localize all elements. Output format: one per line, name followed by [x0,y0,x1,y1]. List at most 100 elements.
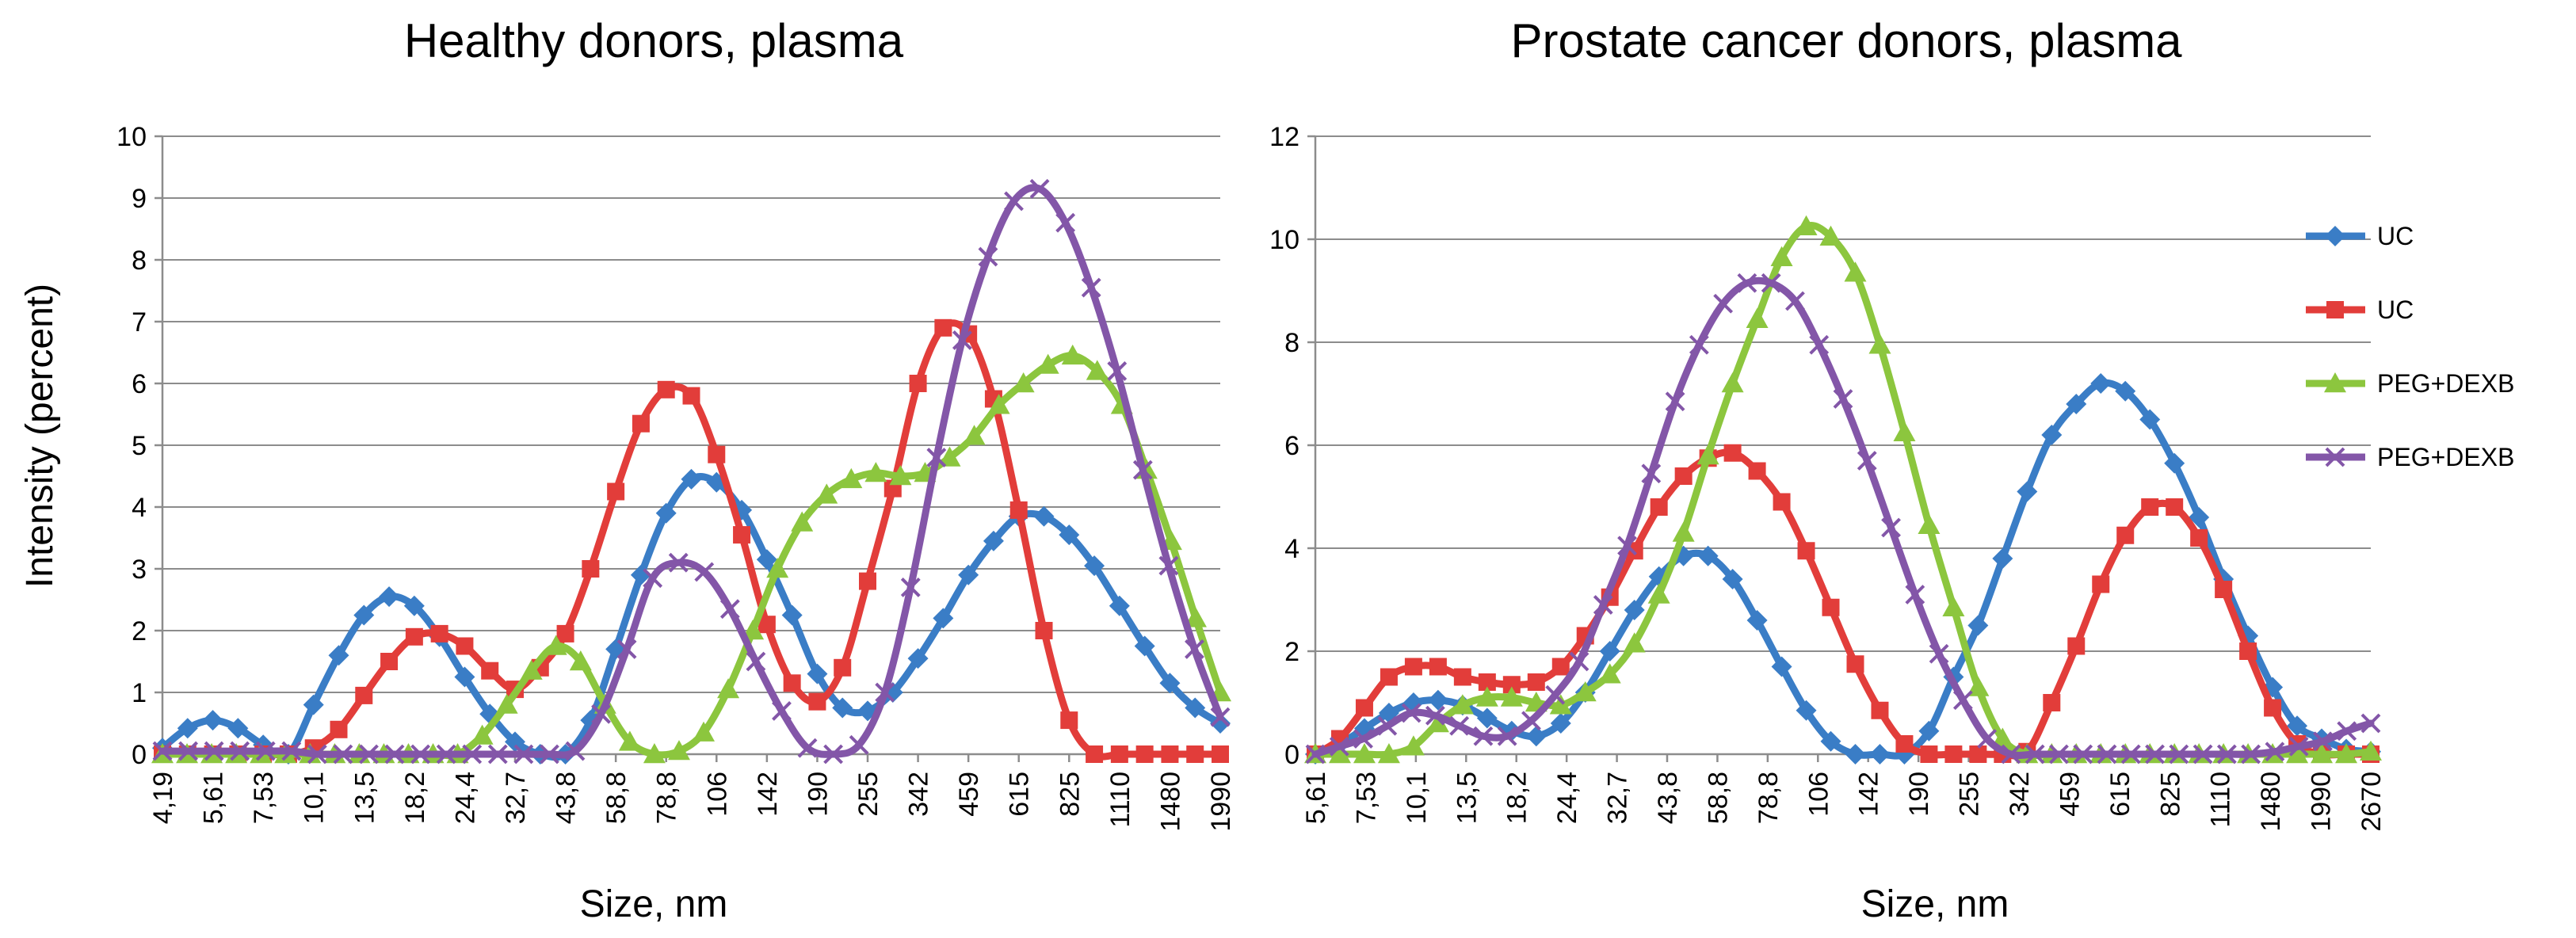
data-point [1329,736,1349,757]
data-point [889,465,912,486]
data-point [1992,548,2013,569]
x-tick-label: 24,4 [1552,772,1582,824]
y-tick-label: 7 [132,307,147,337]
data-point [643,568,663,589]
data-point [1598,663,1621,684]
data-point [1029,178,1050,199]
y-tick-label: 4 [132,493,147,523]
data-point [307,744,327,765]
legend-label: PEG+DEXB [2377,369,2514,398]
x-tick-label: 255 [853,772,883,817]
data-point [454,666,475,688]
data-point [607,482,625,501]
data-point [2116,526,2135,544]
data-point [1380,668,1398,686]
data-point [1084,555,1105,577]
data-point [1748,462,1766,480]
x-tick-label: 18,2 [1502,772,1532,824]
data-point [1009,501,1028,519]
data-point [900,577,921,597]
data-point [864,462,887,482]
data-point [1186,745,1204,763]
data-point [328,645,349,666]
data-point [1500,686,1523,707]
legend-item: PEG+DEXB [2306,369,2514,398]
x-tick-label: 43,8 [551,772,582,824]
data-point [1746,610,1768,631]
data-point [668,552,689,573]
data-point [281,741,302,761]
data-point [1453,668,1471,686]
data-point [1404,658,1422,676]
data-point [255,741,276,761]
data-point [1550,713,1571,734]
data-point [353,604,375,626]
data-point [682,387,700,405]
y-tick-label: 2 [1284,637,1299,667]
data-point [808,692,826,711]
data-point [834,658,852,677]
data-point [1737,273,1757,293]
data-point [1721,372,1744,393]
data-point [694,562,715,582]
x-tick-label: 2670 [2357,772,2387,832]
data-point [756,549,777,570]
data-point [2192,744,2213,765]
data-point [1809,334,1830,355]
data-point [2360,713,2381,734]
y-tick-label: 0 [1284,740,1299,770]
data-point [495,693,518,714]
data-point [1833,389,1853,409]
x-tick-label: 106 [702,772,732,817]
data-point [565,741,586,761]
legend-label: UC [2377,222,2414,250]
data-point [742,620,765,640]
data-point [2141,498,2159,516]
data-point [681,468,702,490]
data-point [487,744,508,765]
data-point [717,678,740,699]
y-tick-label: 9 [132,184,147,214]
data-point [909,375,927,392]
data-point [1868,334,1891,354]
data-point [708,445,726,463]
data-point [1055,212,1076,233]
data-point [1967,615,1989,636]
data-point [797,738,818,758]
data-point [303,694,324,715]
data-point [520,659,543,680]
data-point [152,741,173,761]
data-point [1328,743,1351,764]
data-point [1795,215,1818,235]
data-point [403,595,425,616]
data-point [616,639,637,659]
data-point [178,741,198,761]
data-point [2286,743,2309,764]
data-point [1647,583,1670,604]
x-tick-label: 5,61 [199,772,229,824]
x-tick-label: 615 [1005,772,1035,817]
data-point [1161,745,1179,763]
x-tick-label: 18,2 [400,772,430,824]
x-tick-label: 78,8 [652,772,682,824]
x-tick-label: 142 [1854,772,1884,817]
data-point [1797,542,1815,560]
data-point [933,608,954,629]
data-point [379,586,400,608]
legend-marker [2325,226,2345,246]
y-tick-label: 5 [132,431,147,461]
data-point [177,718,198,739]
data-point [355,686,373,704]
data-point [1060,711,1078,730]
data-point [1086,745,1104,763]
data-point [1969,745,1987,763]
data-point [2041,425,2063,445]
data-point [1771,656,1792,677]
data-point [380,653,399,670]
data-point [1109,595,1130,616]
x-tick-label: 58,8 [601,772,632,824]
data-point [766,558,789,578]
data-point [815,483,838,504]
data-point [1869,744,1891,765]
data-point [2215,581,2233,598]
